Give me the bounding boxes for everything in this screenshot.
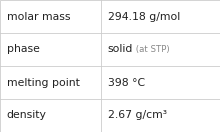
Text: solid: solid	[108, 44, 133, 55]
Text: molar mass: molar mass	[7, 11, 70, 22]
Text: (at STP): (at STP)	[133, 45, 170, 54]
Text: melting point: melting point	[7, 77, 79, 88]
Text: 398 °C: 398 °C	[108, 77, 145, 88]
Text: phase: phase	[7, 44, 39, 55]
Text: 2.67 g/cm³: 2.67 g/cm³	[108, 110, 167, 121]
Text: 294.18 g/mol: 294.18 g/mol	[108, 11, 180, 22]
Text: density: density	[7, 110, 46, 121]
